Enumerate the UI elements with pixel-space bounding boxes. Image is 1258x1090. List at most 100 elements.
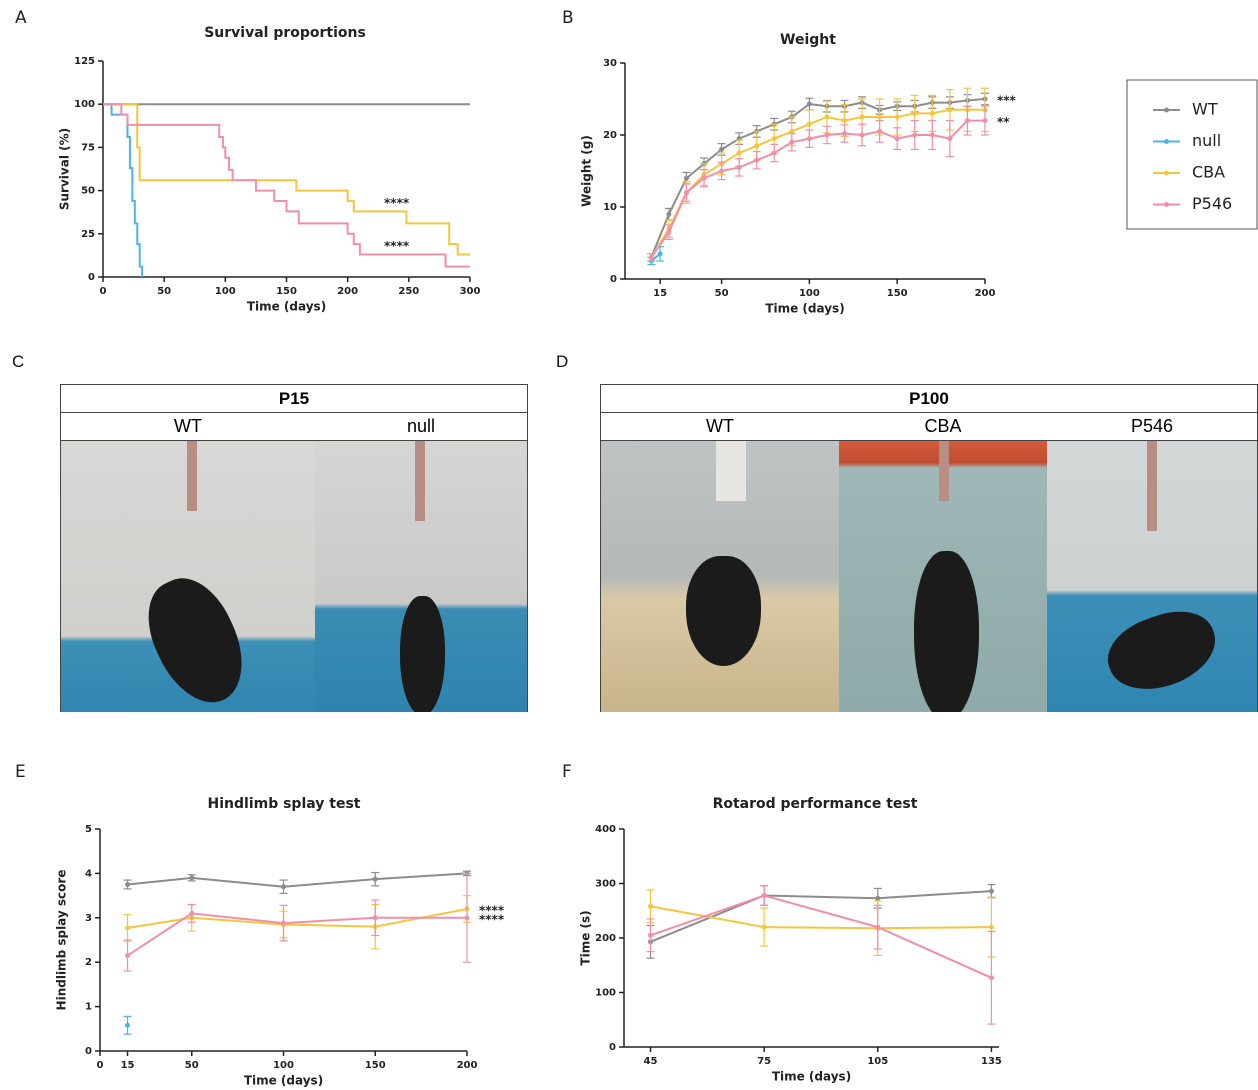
y-tick-label: 0 (610, 274, 617, 285)
chart-title: Rotarod performance test (713, 796, 918, 812)
annotation: **** (384, 239, 410, 253)
x-tick-label: 150 (365, 1060, 386, 1071)
x-tick-label: 200 (975, 288, 996, 299)
data-point (465, 915, 470, 920)
data-point (737, 165, 742, 170)
y-tick-label: 200 (595, 933, 616, 944)
legend-label: WT (1192, 100, 1218, 119)
column-label: WT (61, 413, 315, 440)
x-axis-label: Time (days) (765, 302, 844, 316)
data-point (895, 115, 900, 120)
series-line (651, 895, 992, 977)
y-tick-label: 30 (603, 58, 617, 69)
data-point (789, 140, 794, 145)
data-point (281, 921, 286, 926)
data-point (807, 102, 812, 107)
panel-letter: E (15, 762, 26, 782)
x-tick-label: 100 (799, 288, 820, 299)
x-tick-label: 75 (757, 1056, 771, 1067)
y-tick-label: 50 (81, 186, 95, 197)
y-tick-label: 0 (88, 272, 95, 283)
x-tick-label: 50 (185, 1060, 199, 1071)
data-point (281, 884, 286, 889)
survival-line (103, 104, 470, 254)
data-point (762, 893, 767, 898)
data-point (373, 877, 378, 882)
y-tick-label: 0 (85, 1046, 92, 1057)
y-tick-label: 0 (609, 1042, 616, 1053)
data-point (666, 230, 671, 235)
data-point (983, 118, 988, 123)
panel-header: P15 (61, 385, 527, 413)
photo (1047, 441, 1257, 712)
y-tick-label: 20 (603, 130, 617, 141)
x-tick-label: 0 (100, 286, 107, 297)
y-tick-label: 400 (595, 824, 616, 835)
x-tick-label: 135 (981, 1056, 1002, 1067)
data-point (658, 251, 663, 256)
photo (315, 441, 527, 712)
column-labels: WT CBA P546 (601, 413, 1257, 441)
data-point (754, 158, 759, 163)
y-tick-label: 300 (595, 879, 616, 890)
data-point (895, 136, 900, 141)
y-tick-label: 125 (74, 56, 95, 67)
y-tick-label: 100 (595, 988, 616, 999)
panel-letter: F (562, 762, 572, 782)
data-point (824, 133, 829, 138)
y-axis-label: Hindlimb splay score (55, 870, 69, 1011)
x-axis-label: Time (days) (244, 1074, 323, 1088)
data-point (648, 933, 653, 938)
data-point (930, 111, 935, 116)
panel-letter: D (556, 352, 568, 372)
photo-panel: P15 WT null (60, 384, 528, 712)
column-label: P546 (1047, 413, 1257, 440)
data-point (125, 882, 130, 887)
x-tick-label: 300 (460, 286, 481, 297)
data-point (125, 953, 130, 958)
y-tick-label: 10 (603, 202, 617, 213)
data-point (989, 975, 994, 980)
y-tick-label: 3 (85, 913, 92, 924)
data-point (125, 1023, 130, 1028)
column-label: null (315, 413, 527, 440)
panel-header: P100 (601, 385, 1257, 413)
survival-line (103, 104, 470, 266)
data-point (649, 255, 654, 260)
panel-letter: C (12, 352, 24, 372)
x-tick-label: 50 (715, 288, 729, 299)
legend-marker (1164, 202, 1169, 207)
data-point (772, 136, 777, 141)
page: body { margin: 0; width: 1258px; height:… (0, 0, 1258, 1090)
y-tick-label: 1 (85, 1002, 92, 1013)
data-point (989, 925, 994, 930)
legend-label: P546 (1192, 194, 1232, 213)
chart-title: Hindlimb splay test (208, 796, 361, 812)
y-tick-label: 2 (85, 957, 92, 968)
data-point (702, 176, 707, 181)
x-axis-label: Time (days) (247, 300, 326, 314)
annotation: **** (479, 912, 505, 926)
data-point (875, 925, 880, 930)
x-tick-label: 150 (276, 286, 297, 297)
y-axis-label: Time (s) (579, 910, 593, 965)
data-point (189, 875, 194, 880)
legend-label: null (1192, 131, 1221, 150)
photo (61, 441, 315, 712)
x-axis-label: Time (days) (772, 1070, 851, 1084)
chart-title: Weight (780, 32, 836, 48)
photos (601, 441, 1257, 712)
annotation: **** (384, 196, 410, 210)
x-tick-label: 45 (644, 1056, 658, 1067)
y-tick-label: 4 (85, 868, 92, 879)
data-point (762, 925, 767, 930)
data-point (719, 169, 724, 174)
data-point (648, 904, 653, 909)
photo (839, 441, 1047, 712)
data-point (684, 190, 689, 195)
chart-title: Survival proportions (204, 25, 366, 41)
data-point (737, 151, 742, 156)
data-point (772, 151, 777, 156)
data-point (719, 147, 724, 152)
x-tick-label: 15 (121, 1060, 135, 1071)
